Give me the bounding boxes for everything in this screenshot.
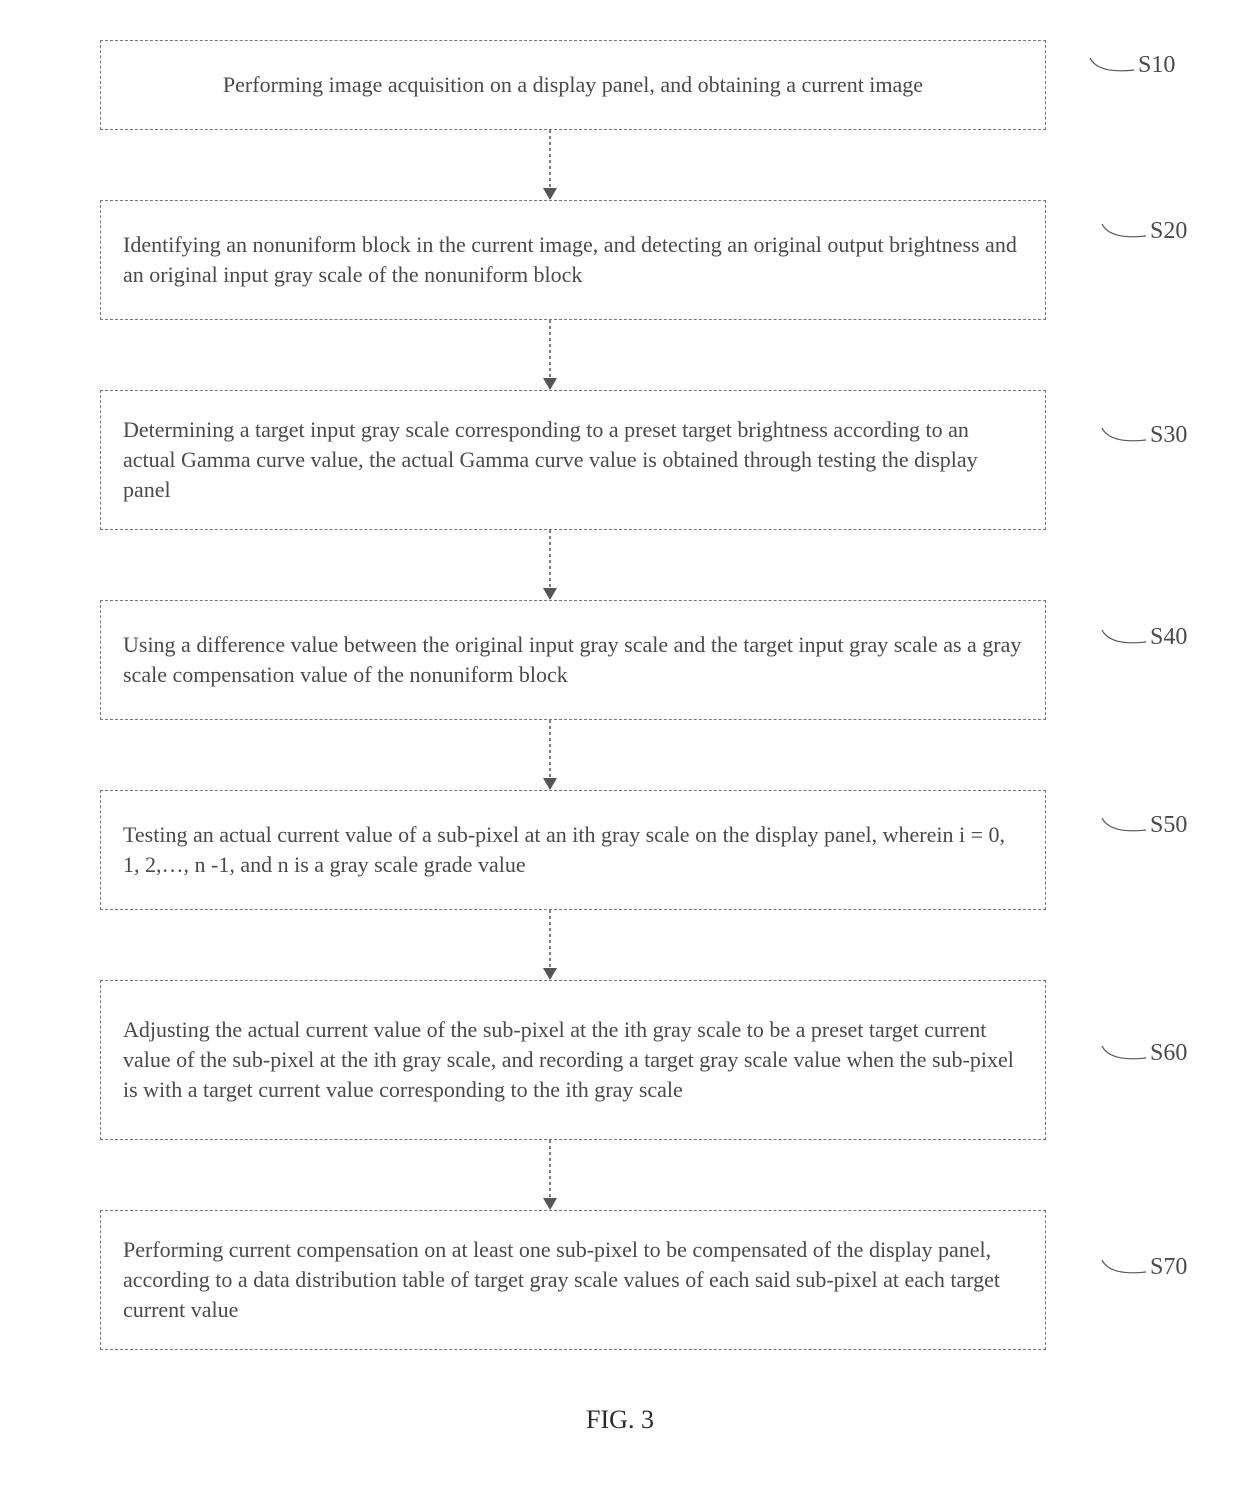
step-id-label: S50 bbox=[1148, 812, 1187, 839]
step-label-wrap: S30 bbox=[1100, 422, 1187, 449]
step-label-wrap: S70 bbox=[1100, 1254, 1187, 1281]
step-text: Using a difference value between the ori… bbox=[123, 630, 1023, 689]
step-box: Adjusting the actual current value of th… bbox=[100, 980, 1046, 1140]
step-box: Identifying an nonuniform block in the c… bbox=[100, 200, 1046, 320]
step-text: Testing an actual current value of a sub… bbox=[123, 820, 1023, 879]
step-id-label: S30 bbox=[1148, 422, 1187, 449]
step-label-wrap: S40 bbox=[1100, 624, 1187, 651]
step-box: Testing an actual current value of a sub… bbox=[100, 790, 1046, 910]
step-text: Performing image acquisition on a displa… bbox=[223, 70, 923, 100]
step-box: Performing image acquisition on a displa… bbox=[100, 40, 1046, 130]
step-label-wrap: S60 bbox=[1100, 1040, 1187, 1067]
step-row: Determining a target input gray scale co… bbox=[100, 390, 1140, 530]
step-id-label: S20 bbox=[1148, 218, 1187, 245]
flowchart-container: Performing image acquisition on a displa… bbox=[100, 40, 1140, 1350]
step-text: Determining a target input gray scale co… bbox=[123, 415, 1023, 504]
step-id-label: S70 bbox=[1148, 1254, 1187, 1281]
arrow-down bbox=[100, 1140, 1000, 1210]
step-row: Performing current compensation on at le… bbox=[100, 1210, 1140, 1350]
step-text: Performing current compensation on at le… bbox=[123, 1235, 1023, 1324]
step-id-label: S60 bbox=[1148, 1040, 1187, 1067]
arrow-down bbox=[100, 320, 1000, 390]
arrow-down bbox=[100, 130, 1000, 200]
step-row: Identifying an nonuniform block in the c… bbox=[100, 200, 1140, 320]
step-label-wrap: S10 bbox=[1088, 52, 1175, 79]
step-text: Identifying an nonuniform block in the c… bbox=[123, 230, 1023, 289]
arrow-down bbox=[100, 720, 1000, 790]
step-label-wrap: S50 bbox=[1100, 812, 1187, 839]
step-box: Performing current compensation on at le… bbox=[100, 1210, 1046, 1350]
figure-caption: FIG. 3 bbox=[60, 1405, 1180, 1435]
step-row: Performing image acquisition on a displa… bbox=[100, 40, 1140, 130]
step-box: Using a difference value between the ori… bbox=[100, 600, 1046, 720]
arrow-down bbox=[100, 530, 1000, 600]
step-label-wrap: S20 bbox=[1100, 218, 1187, 245]
step-id-label: S40 bbox=[1148, 624, 1187, 651]
step-id-label: S10 bbox=[1136, 52, 1175, 79]
step-box: Determining a target input gray scale co… bbox=[100, 390, 1046, 530]
step-row: Testing an actual current value of a sub… bbox=[100, 790, 1140, 910]
step-text: Adjusting the actual current value of th… bbox=[123, 1015, 1023, 1104]
arrow-down bbox=[100, 910, 1000, 980]
step-row: Adjusting the actual current value of th… bbox=[100, 980, 1140, 1140]
step-row: Using a difference value between the ori… bbox=[100, 600, 1140, 720]
